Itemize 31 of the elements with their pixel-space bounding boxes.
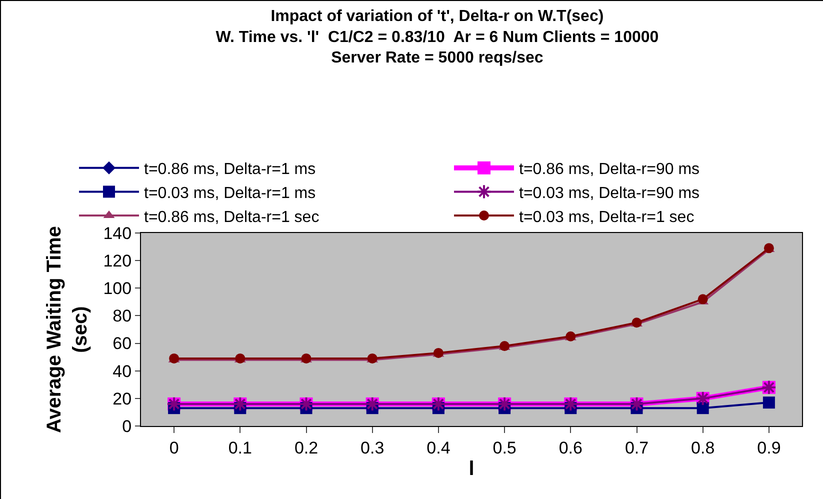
y-tick-label: 80 (112, 306, 132, 326)
point (762, 396, 775, 409)
y-tick-label: 100 (103, 279, 132, 298)
legend-label: t=0.86 ms, Delta-r=1 ms (144, 161, 316, 178)
x-tick-label: 0.6 (558, 438, 582, 458)
point (698, 294, 708, 304)
y-tick-label: 20 (112, 389, 132, 408)
x-axis-title: l (468, 458, 474, 480)
y-axis-title: Average Waiting Time (sec) (44, 226, 92, 434)
chart-subtitle: W. Time vs. 'l' C1/C2 = 0.83/10 Ar = 6 Num Clients = 10000 Server Rate = 5000 reqs/sec (216, 28, 659, 67)
y-tick-label: 120 (103, 252, 132, 271)
chart-title: Impact of variation of 't', Delta-r on W.T(sec) (270, 8, 604, 25)
x-tick-label: 0.4 (426, 438, 450, 458)
legend-label: t=0.86 ms, Delta-r=1 sec (144, 208, 320, 226)
point (696, 402, 709, 414)
x-tick-label: 0.1 (228, 438, 252, 458)
y-tick-label: 60 (112, 334, 132, 354)
legend-label: t=0.03 ms, Delta-r=90 ms (519, 184, 700, 202)
x-tick-label: 0.2 (294, 438, 318, 458)
y-tick-label: 40 (112, 362, 132, 381)
y-tick-label: 140 (103, 224, 132, 243)
x-tick-label: 0.7 (624, 438, 649, 458)
x-tick-label: 0.9 (757, 438, 781, 458)
x-tick-label: 0.8 (691, 438, 715, 458)
legend-label: t=0.03 ms, Delta-r=1 sec (519, 208, 694, 226)
x-tick-label: 0.3 (360, 438, 384, 458)
x-tick-label: 0.5 (492, 438, 516, 458)
legend-label: t=0.86 ms, Delta-r=90 ms (519, 161, 700, 178)
y-tick-label: 0 (122, 416, 132, 436)
x-tick-label: 0 (169, 438, 179, 458)
legend-label: t=0.03 ms, Delta-r=1 ms (144, 184, 316, 202)
